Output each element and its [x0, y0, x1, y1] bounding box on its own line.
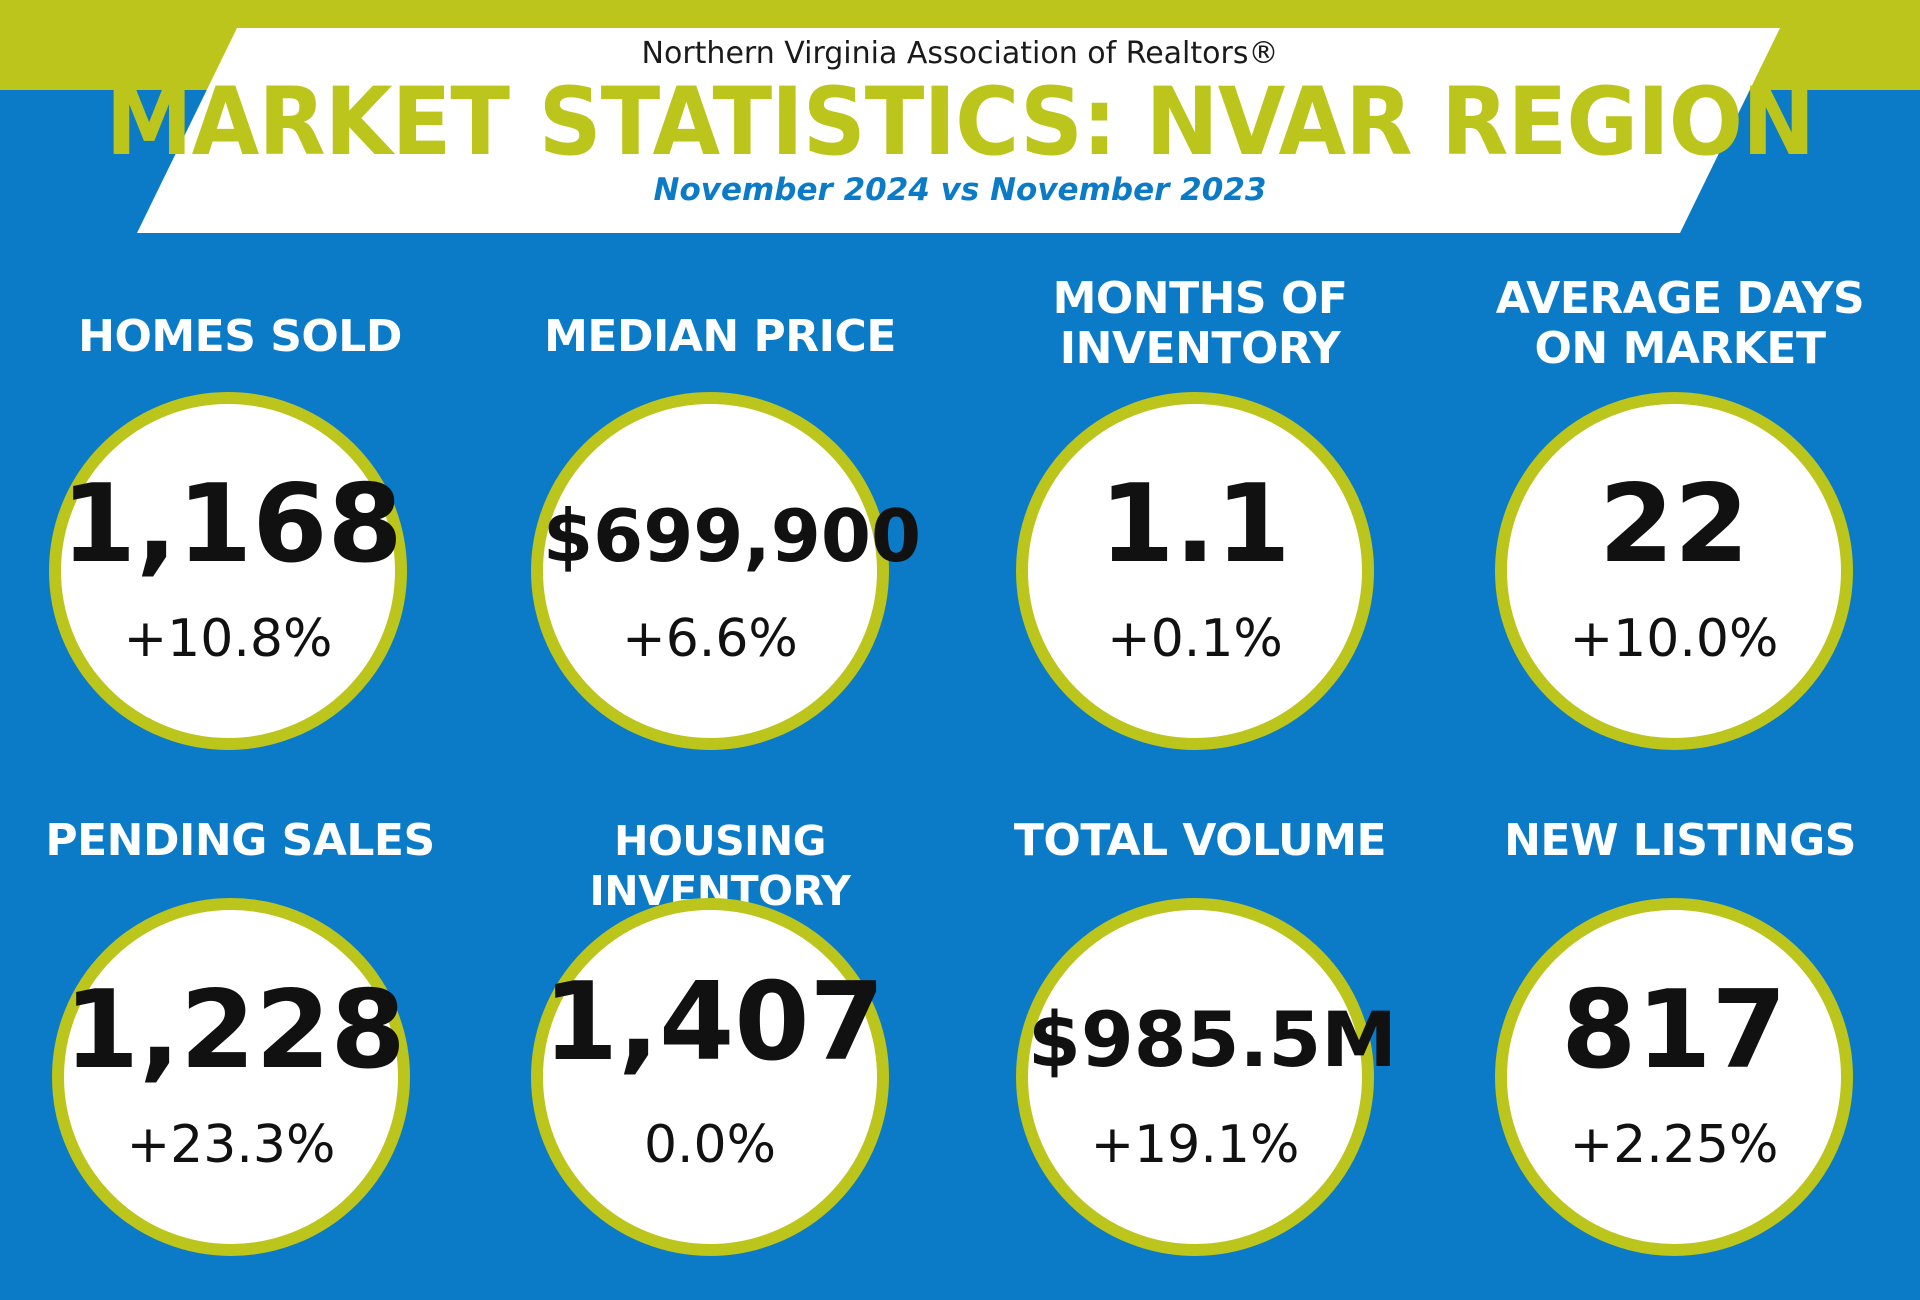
stat-total-volume: TOTAL VOLUME $985.5M +19.1%	[960, 780, 1440, 1300]
stat-change: +2.25%	[1569, 1115, 1779, 1175]
stat-value: $699,900	[543, 494, 922, 578]
stat-change: +19.1%	[1090, 1115, 1300, 1175]
organization-name: Northern Virginia Association of Realtor…	[641, 36, 1279, 71]
stat-circle: 817 +2.25%	[1495, 898, 1853, 1256]
stat-change: +6.6%	[622, 609, 798, 669]
stat-circle: $699,900 +6.6%	[531, 392, 922, 750]
stat-label: TOTAL VOLUME	[1013, 815, 1387, 866]
stat-housing-inventory: HOUSING INVENTORY 1,407 0.0%	[480, 780, 960, 1300]
stat-value: 1,168	[61, 462, 403, 587]
stat-median-price: MEDIAN PRICE $699,900 +6.6%	[480, 270, 960, 770]
stat-months-of-inventory: MONTHS OF INVENTORY 1.1 +0.1%	[960, 270, 1440, 770]
stat-label: HOMES SOLD	[78, 311, 402, 362]
stat-value: 22	[1598, 462, 1750, 587]
page-subtitle: November 2024 vs November 2023	[653, 172, 1267, 208]
stat-value: 1.1	[1099, 462, 1291, 587]
stat-circle: 22 +10.0%	[1495, 392, 1853, 750]
stat-change: +10.8%	[123, 609, 333, 669]
stat-change: +10.0%	[1569, 609, 1779, 669]
stat-value: 1,228	[64, 968, 406, 1093]
stat-value: 1,407	[543, 960, 885, 1085]
stat-label: MEDIAN PRICE	[544, 311, 896, 362]
stat-pending-sales: PENDING SALES 1,228 +23.3%	[0, 780, 480, 1300]
stat-label: PENDING SALES	[45, 815, 435, 866]
stat-change: 0.0%	[643, 1115, 777, 1175]
stat-value: 817	[1561, 968, 1787, 1093]
stat-label: MONTHS OF INVENTORY	[1052, 273, 1348, 374]
page-title: MARKET STATISTICS: NVAR REGION	[105, 68, 1816, 177]
stat-change: +23.3%	[126, 1115, 336, 1175]
stat-label: AVERAGE DAYS ON MARKET	[1495, 273, 1865, 374]
stat-circle: $985.5M +19.1%	[1016, 898, 1397, 1256]
stat-new-listings: NEW LISTINGS 817 +2.25%	[1440, 780, 1920, 1300]
stat-value: $985.5M	[1028, 995, 1397, 1084]
stat-circle: 1,407 0.0%	[531, 898, 889, 1256]
stat-average-days-on-market: AVERAGE DAYS ON MARKET 22 +10.0%	[1440, 270, 1920, 770]
header-parallelogram	[137, 28, 1780, 233]
stat-circle: 1,228 +23.3%	[52, 898, 410, 1256]
header-banner: Northern Virginia Association of Realtor…	[0, 0, 1920, 233]
stat-homes-sold: HOMES SOLD 1,168 +10.8%	[0, 270, 480, 770]
stat-label: NEW LISTINGS	[1504, 815, 1856, 866]
stat-circle: 1.1 +0.1%	[1016, 392, 1374, 750]
stat-change: +0.1%	[1107, 609, 1283, 669]
stat-circle: 1,168 +10.8%	[49, 392, 407, 750]
stat-label: HOUSING INVENTORY	[589, 817, 851, 915]
